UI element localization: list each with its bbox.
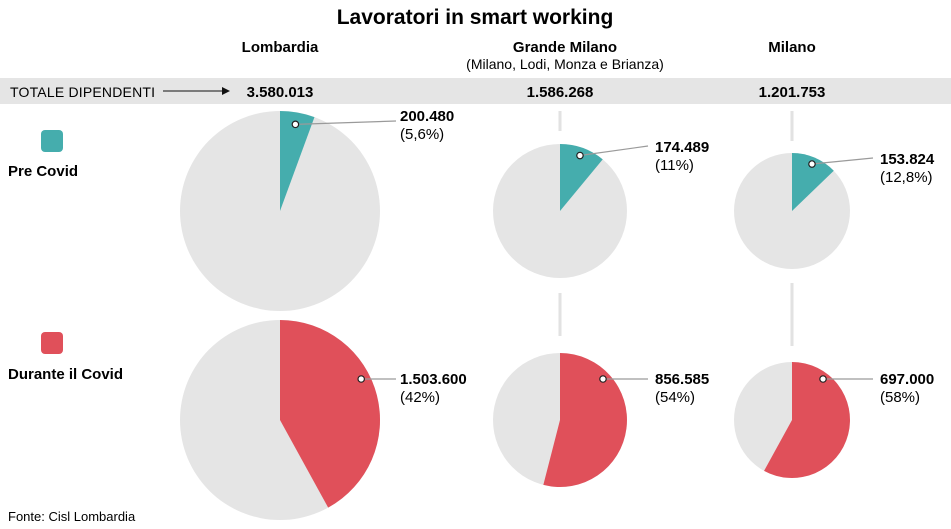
totals-band (0, 78, 951, 104)
row-label-pre-covid: Pre Covid (8, 163, 78, 180)
total-lombardia: 3.580.013 (247, 84, 314, 101)
total-grande-milano: 1.586.268 (527, 84, 594, 101)
total-milano: 1.201.753 (759, 84, 826, 101)
value-durante-grande-milano: 856.585 (655, 371, 709, 388)
pct-pre-grande-milano: (11%) (655, 157, 694, 174)
source-note: Fonte: Cisl Lombardia (8, 509, 136, 524)
pct-pre-lombardia: (5,6%) (400, 126, 444, 143)
pie-slice-pre-covid-grande-milano (560, 144, 603, 211)
value-pre-milano: 153.824 (880, 151, 935, 168)
connector-dot-durante-covid-milano (819, 375, 827, 383)
pie-slice-durante-covid-lombardia (280, 320, 381, 508)
legend-swatch-pre-covid (41, 130, 63, 152)
column-header-milano: Milano (768, 39, 816, 56)
pie-slice-pre-covid-lombardia (280, 111, 315, 211)
pct-durante-lombardia: (42%) (400, 389, 440, 406)
connector-line-pre-covid-milano (811, 157, 874, 165)
pct-durante-grande-milano: (54%) (655, 389, 695, 406)
legend-swatch-durante-covid (41, 332, 63, 354)
connector-dot-pre-covid-milano (808, 160, 816, 168)
pie-slice-durante-covid-grande-milano (543, 353, 627, 487)
connector-line-pre-covid-lombardia (295, 120, 397, 125)
column-header-lombardia: Lombardia (242, 39, 319, 56)
pie-slice-pre-covid-milano (792, 153, 834, 211)
pct-pre-milano: (12,8%) (880, 169, 933, 186)
row-label-durante-covid: Durante il Covid (8, 366, 123, 383)
chart-title: Lavoratori in smart working (337, 6, 614, 29)
totals-label: TOTALE DIPENDENTI (10, 84, 155, 100)
connector-line-pre-covid-grande-milano (579, 145, 649, 157)
connector-dot-durante-covid-grande-milano (599, 375, 607, 383)
connector-dot-pre-covid-lombardia (291, 120, 300, 129)
value-durante-lombardia: 1.503.600 (400, 371, 467, 388)
connector-dot-pre-covid-grande-milano (576, 151, 584, 160)
pie-slice-durante-covid-milano (764, 362, 850, 478)
column-subheader-grande-milano: (Milano, Lodi, Monza e Brianza) (466, 56, 664, 72)
value-durante-milano: 697.000 (880, 371, 934, 388)
value-pre-lombardia: 200.480 (400, 108, 454, 125)
value-pre-grande-milano: 174.489 (655, 139, 709, 156)
connector-dot-durante-covid-lombardia (357, 375, 366, 383)
pies-group (180, 111, 874, 520)
column-header-grande-milano: Grande Milano (513, 39, 617, 56)
pct-durante-milano: (58%) (880, 389, 920, 406)
totals-arrow-head (222, 87, 230, 95)
